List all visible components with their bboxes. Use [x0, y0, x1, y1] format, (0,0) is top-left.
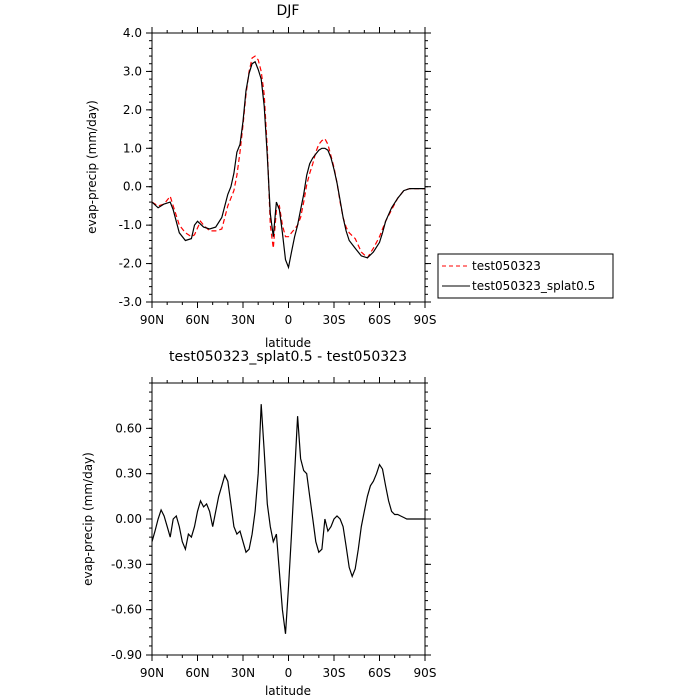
legend-box — [437, 253, 614, 299]
top-y-tick-label: 2.0 — [123, 103, 142, 117]
legend-label-test050323: test050323 — [472, 259, 541, 273]
top-y-tick-label: 1.0 — [123, 141, 142, 155]
top-x-axis-label: latitude — [265, 336, 311, 350]
top-y-tick-label: 0.0 — [123, 180, 142, 194]
top-chart: DJF 90N 60N 30N 0 30S 60S 90S -3.0 -2.0 -1.0 0.0 1.… — [85, 3, 436, 350]
top-y-axis-label: evap-precip (mm/day) — [85, 100, 99, 234]
bottom-y-tick-label: 0.60 — [115, 421, 142, 435]
top-x-tick-label: 90N — [140, 313, 164, 327]
bottom-chart: test050323_splat0.5 - test050323 90N 60N 3… — [81, 349, 436, 698]
top-x-tick-label: 0 — [285, 313, 293, 327]
bottom-y-axis-label: evap-precip (mm/day) — [81, 452, 95, 586]
bottom-y-tick-label: -0.60 — [111, 603, 142, 617]
bottom-x-tick-label: 90S — [414, 666, 437, 680]
bottom-axis-ticks: 90N 60N 30N 0 30S 60S 90S -0.90 -0.60 -0.30 0.00 0.… — [111, 377, 437, 680]
top-chart-title: DJF — [277, 3, 300, 19]
top-x-tick-label: 30N — [231, 313, 255, 327]
bottom-series-line-difference — [151, 404, 425, 634]
bottom-y-tick-label: -0.30 — [111, 557, 142, 571]
top-x-tick-label: 30S — [323, 313, 346, 327]
bottom-x-tick-label: 30S — [323, 666, 346, 680]
top-y-tick-label: -2.0 — [119, 257, 142, 271]
bottom-x-tick-label: 30N — [231, 666, 255, 680]
bottom-x-tick-label: 0 — [285, 666, 293, 680]
bottom-plot-frame — [151, 382, 426, 656]
top-x-tick-label: 90S — [414, 313, 437, 327]
top-x-tick-label: 60N — [185, 313, 209, 327]
bottom-x-axis-label: latitude — [265, 684, 311, 698]
bottom-x-tick-label: 60S — [368, 666, 391, 680]
bottom-chart-title: test050323_splat0.5 - test050323 — [169, 349, 407, 365]
bottom-x-tick-label: 90N — [140, 666, 164, 680]
top-y-tick-label: -3.0 — [119, 295, 142, 309]
legend-label-test050323-splat0-5: test050323_splat0.5 — [472, 279, 595, 293]
bottom-x-tick-label: 60N — [185, 666, 209, 680]
top-series-line-test050323-splat0-5 — [151, 60, 425, 270]
top-plot-frame — [151, 32, 426, 303]
top-y-tick-label: 4.0 — [123, 26, 142, 40]
top-y-tick-label: 3.0 — [123, 64, 142, 78]
top-plot-lines — [151, 55, 425, 270]
bottom-y-tick-label: -0.90 — [111, 648, 142, 662]
top-axis-ticks: 90N 60N 30N 0 30S 60S 90S -3.0 -2.0 -1.0 0.0 1.0 2.0… — [119, 26, 437, 327]
top-x-tick-label: 60S — [368, 313, 391, 327]
bottom-y-tick-label: 0.00 — [115, 512, 142, 526]
top-series-line-test050323 — [151, 55, 425, 259]
bottom-plot-lines — [151, 404, 425, 634]
bottom-y-tick-label: 0.30 — [115, 467, 142, 481]
top-y-tick-label: -1.0 — [119, 218, 142, 232]
legend: test050323 test050323_splat0.5 — [437, 253, 614, 299]
